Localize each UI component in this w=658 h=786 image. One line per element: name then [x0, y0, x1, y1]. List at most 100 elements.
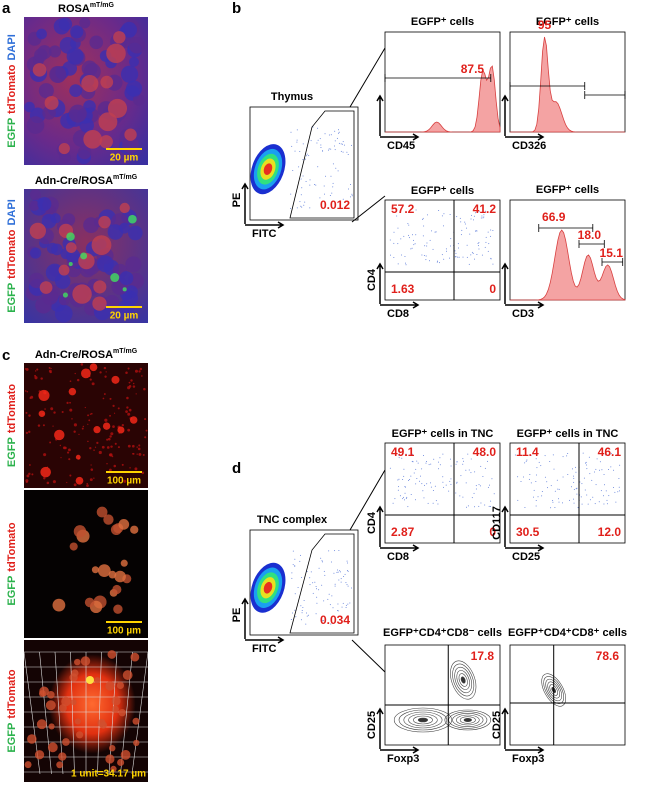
event-dot: [290, 193, 292, 195]
event-dot: [466, 227, 468, 229]
event-dot: [349, 196, 351, 198]
cell: [118, 519, 130, 530]
event-dot: [328, 550, 330, 552]
cell: [106, 446, 110, 449]
contour: [393, 707, 453, 733]
event-dot: [477, 245, 479, 247]
event-dot: [421, 254, 423, 256]
cell: [61, 410, 64, 414]
grid-3d: [70, 651, 75, 775]
event-dot: [435, 231, 437, 233]
event-dot: [306, 612, 308, 614]
event-dot: [408, 234, 410, 236]
contour: [545, 678, 563, 702]
event-dot: [296, 129, 298, 131]
axis-arrow: [376, 94, 384, 136]
grid-3d: [39, 651, 52, 775]
hot-cell: [86, 676, 94, 684]
event-dot: [449, 257, 451, 259]
event-dot: [432, 248, 434, 250]
cell: [73, 525, 87, 538]
event-dot: [439, 262, 441, 264]
event-dot: [402, 478, 404, 480]
cell: [127, 225, 143, 241]
quadrant-value: 30.5: [516, 525, 540, 539]
event-dot: [322, 561, 324, 563]
histogram-gate: [538, 224, 594, 232]
event-dot: [483, 216, 485, 218]
event-dot: [493, 493, 495, 495]
cell: [84, 406, 86, 409]
event-dot: [591, 479, 593, 481]
event-dot: [478, 211, 480, 213]
cell: [91, 382, 95, 386]
title-main: ROSA: [58, 3, 90, 15]
event-dot: [426, 483, 428, 485]
event-dot: [579, 481, 581, 483]
event-dot: [454, 256, 456, 258]
cell: [121, 21, 137, 38]
cell: [41, 213, 57, 229]
cell: [69, 401, 71, 404]
event-dot: [405, 497, 407, 499]
event-dot: [423, 254, 425, 256]
event-dot: [588, 456, 590, 458]
event-dot: [478, 242, 480, 244]
cell: [136, 446, 138, 448]
event-dot: [481, 254, 483, 256]
event-dot: [340, 578, 342, 580]
cell: [120, 749, 131, 760]
event-dot: [485, 236, 487, 238]
cell: [59, 444, 62, 447]
cell: [123, 479, 127, 483]
cell: [81, 427, 84, 430]
event-dot: [304, 201, 306, 203]
event-dot: [490, 500, 492, 502]
channel: EGFP: [6, 437, 18, 467]
cell: [70, 25, 84, 39]
event-dot: [567, 452, 569, 454]
event-dot: [462, 496, 464, 498]
event-dot: [470, 472, 472, 474]
channel: EGFP: [6, 283, 18, 313]
cell: [75, 454, 81, 460]
contour: [398, 709, 448, 731]
gate-value: 0.034: [320, 613, 350, 627]
event-dot: [448, 490, 450, 492]
event-dot: [316, 596, 318, 598]
axis-arrow: [376, 262, 384, 304]
event-dot: [407, 223, 409, 225]
cell: [69, 408, 73, 412]
event-dot: [604, 484, 606, 486]
event-dot: [416, 460, 418, 462]
cell: [42, 424, 45, 427]
event-dot: [558, 488, 560, 490]
event-dot: [398, 478, 400, 480]
event-dot: [426, 245, 428, 247]
event-dot: [432, 502, 434, 504]
event-dot: [455, 252, 457, 254]
cell: [114, 442, 117, 445]
contour: [452, 663, 475, 697]
quadrant-value: 41.2: [473, 202, 497, 216]
event-dot: [300, 619, 302, 621]
channel: DAPI: [6, 34, 18, 60]
event-dot: [292, 169, 294, 171]
cell: [122, 287, 127, 292]
contour: [452, 713, 484, 727]
event-dot: [297, 586, 299, 588]
cell: [105, 681, 115, 691]
event-dot: [312, 592, 314, 594]
quadrant-value: 49.1: [391, 445, 415, 459]
cell: [110, 765, 117, 772]
event-dot: [449, 480, 451, 482]
cell: [78, 433, 80, 436]
event-dot: [331, 595, 333, 597]
channel-label: EGFP tdTomato DAPI: [6, 34, 18, 148]
channel: EGFP: [6, 576, 18, 606]
cell: [47, 691, 55, 699]
cell: [26, 116, 45, 134]
title-sup: mT/mG: [90, 2, 115, 9]
cell: [83, 129, 103, 149]
axis-arrow: [241, 597, 249, 639]
